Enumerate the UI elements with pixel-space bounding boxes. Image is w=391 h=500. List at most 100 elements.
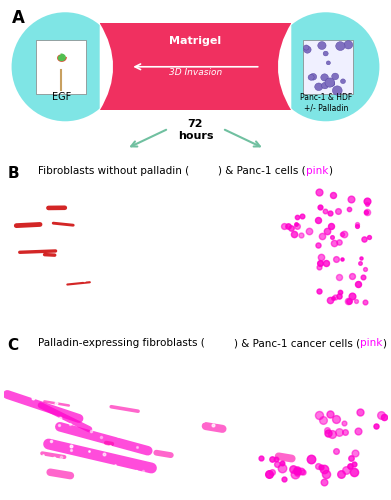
Point [332, 199, 338, 207]
Point [351, 425, 357, 433]
Point [260, 289, 267, 297]
Point [312, 376, 318, 384]
Circle shape [326, 61, 330, 65]
Point [373, 422, 380, 430]
Point [131, 287, 137, 295]
Point [212, 411, 218, 419]
Point [305, 227, 312, 235]
Point [57, 414, 63, 422]
Text: C: C [8, 338, 19, 353]
Point [346, 297, 352, 305]
Point [327, 210, 334, 218]
Point [328, 418, 335, 426]
Point [199, 184, 205, 192]
Point [37, 462, 43, 470]
Point [339, 286, 345, 294]
Point [362, 264, 368, 272]
Point [177, 274, 183, 281]
Point [357, 408, 364, 416]
Circle shape [332, 73, 339, 80]
Point [75, 368, 81, 376]
Point [291, 230, 297, 238]
Point [348, 416, 354, 424]
Point [269, 455, 275, 463]
Point [294, 470, 300, 478]
Point [263, 396, 269, 404]
Point [346, 384, 352, 392]
Point [380, 412, 387, 420]
Point [106, 374, 112, 382]
Point [166, 394, 172, 402]
Point [174, 280, 181, 287]
Point [242, 263, 248, 271]
Point [140, 468, 146, 475]
Point [285, 302, 292, 310]
Point [260, 211, 266, 219]
Point [81, 396, 87, 404]
Point [324, 426, 330, 434]
Point [332, 294, 338, 302]
Point [183, 286, 189, 294]
Point [315, 462, 321, 470]
Point [90, 472, 96, 480]
Point [52, 414, 58, 422]
Point [312, 232, 318, 239]
Point [376, 438, 382, 446]
Point [165, 407, 171, 415]
Point [223, 348, 229, 356]
Point [199, 444, 205, 452]
Point [109, 262, 115, 270]
Point [40, 451, 46, 459]
Text: ) & Panc-1 cells (: ) & Panc-1 cells ( [218, 166, 306, 176]
Point [355, 280, 361, 288]
Point [100, 264, 106, 272]
Point [336, 397, 343, 405]
Point [200, 418, 206, 426]
Point [213, 464, 219, 472]
Point [67, 420, 73, 428]
Point [185, 190, 191, 198]
Point [344, 365, 350, 373]
Point [354, 185, 361, 193]
Point [222, 476, 228, 484]
Point [153, 210, 160, 218]
Point [287, 185, 293, 193]
Point [306, 216, 312, 224]
Point [70, 180, 77, 188]
Point [281, 222, 287, 230]
Point [121, 274, 127, 281]
Point [298, 368, 304, 376]
PathPatch shape [278, 23, 291, 110]
Point [337, 470, 344, 478]
Point [222, 204, 228, 212]
Circle shape [310, 74, 317, 80]
Point [31, 428, 37, 436]
Point [317, 258, 324, 266]
Point [182, 374, 188, 382]
Point [336, 238, 342, 246]
Point [56, 369, 63, 377]
Point [133, 468, 139, 475]
Point [294, 466, 300, 474]
Point [277, 358, 283, 366]
Point [293, 220, 299, 228]
Point [323, 470, 329, 478]
Circle shape [341, 79, 346, 84]
Text: Palladin-expressing fibroblasts (: Palladin-expressing fibroblasts ( [38, 338, 205, 348]
Point [85, 437, 91, 445]
Point [332, 433, 338, 441]
Point [210, 396, 217, 404]
Point [199, 364, 205, 372]
Point [219, 217, 225, 225]
Point [357, 258, 363, 266]
Point [29, 464, 35, 472]
Point [73, 188, 79, 196]
Point [119, 470, 126, 478]
Point [201, 432, 208, 440]
Point [88, 293, 94, 301]
Point [348, 368, 354, 376]
Point [213, 259, 219, 267]
Point [323, 216, 329, 224]
Point [327, 410, 333, 418]
Circle shape [336, 42, 345, 50]
